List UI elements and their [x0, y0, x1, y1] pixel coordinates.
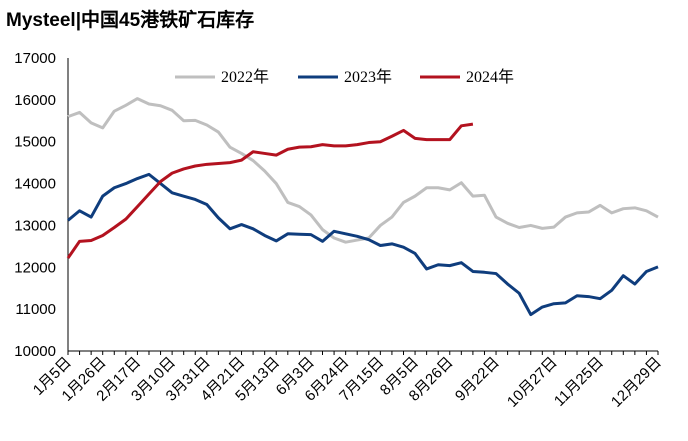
y-tick-label: 17000 — [14, 50, 56, 67]
legend-label: 2022年 — [221, 68, 269, 86]
chart-title: Mysteel|中国45港铁矿石库存 — [6, 8, 254, 31]
y-tick-label: 11000 — [15, 301, 56, 318]
y-tick-label: 12000 — [14, 259, 56, 276]
line-series — [67, 97, 659, 244]
y-tick-label: 16000 — [14, 92, 56, 109]
line-series — [67, 172, 659, 317]
line-series — [66, 122, 474, 259]
x-tick-label: 10月27日 — [504, 354, 561, 411]
legend-label: 2023年 — [344, 68, 392, 86]
legend-label: 2024年 — [466, 68, 514, 86]
x-tick-label: 11月25日 — [551, 354, 607, 410]
y-tick-label: 15000 — [14, 134, 56, 151]
y-tick-label: 13000 — [14, 217, 56, 234]
y-tick-label: 14000 — [14, 176, 56, 193]
x-tick-label: 12月29日 — [608, 354, 665, 411]
x-tick-label: 9月22日 — [452, 354, 503, 405]
y-tick-label: 10000 — [14, 343, 56, 360]
